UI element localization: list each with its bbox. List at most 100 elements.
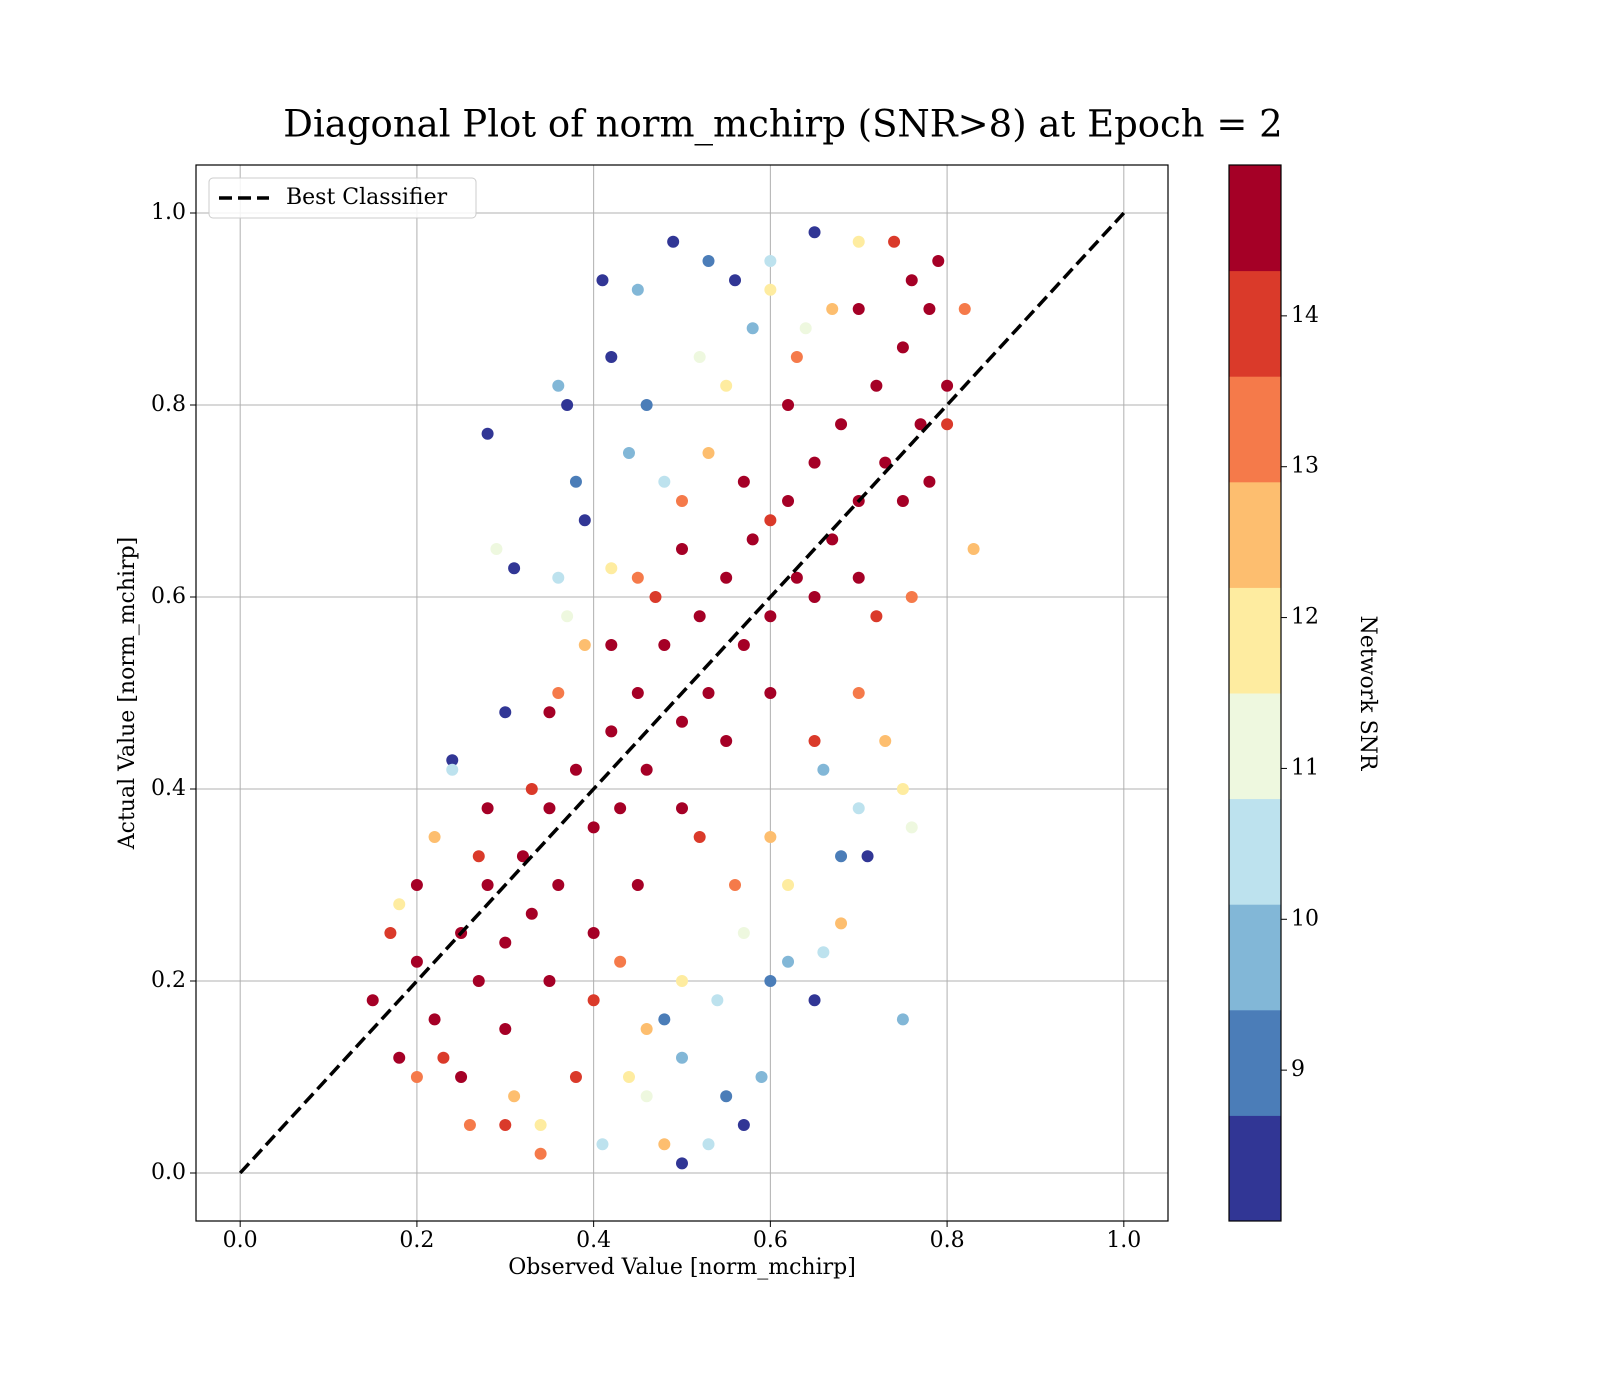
scatter-point <box>499 936 512 949</box>
colorbar-band <box>1229 1009 1281 1116</box>
scatter-point <box>914 418 927 431</box>
scatter-point <box>587 821 600 834</box>
scatter-point <box>481 879 494 891</box>
scatter-point <box>720 379 733 392</box>
scatter-point <box>702 447 715 459</box>
y-tick-label: 1.0 <box>151 200 186 225</box>
scatter-point <box>614 802 627 815</box>
x-tick-label: 0.8 <box>930 1228 965 1253</box>
scatter-point <box>508 562 521 575</box>
scatter-point <box>428 831 441 843</box>
scatter-point <box>596 1138 609 1151</box>
scatter-point <box>888 235 901 248</box>
scatter-point <box>605 562 618 575</box>
scatter-point <box>835 418 848 431</box>
scatter-point <box>790 571 803 584</box>
scatter-point <box>410 1071 423 1083</box>
colorbar-frame <box>1228 164 1282 1222</box>
scatter-point <box>543 975 556 987</box>
colorbar-band <box>1229 587 1281 694</box>
scatter-point <box>552 879 565 891</box>
scatter-point <box>896 341 909 354</box>
y-tick-label: 0.2 <box>151 968 186 993</box>
scatter-point <box>702 687 715 699</box>
colorbar-band <box>1229 693 1281 800</box>
scatter-point <box>658 639 671 651</box>
scatter-point <box>896 495 909 507</box>
y-tick-label: 0.0 <box>151 1160 186 1185</box>
scatter-point <box>808 591 821 603</box>
scatter-point <box>808 226 821 239</box>
scatter-point <box>587 927 600 939</box>
scatter-point <box>428 1013 441 1026</box>
scatter-point <box>596 274 609 287</box>
scatter-point <box>481 802 494 815</box>
scatter-point <box>649 591 662 603</box>
scatter-point <box>534 1147 547 1160</box>
scatter-point <box>463 1119 476 1131</box>
scatter-point <box>552 571 565 584</box>
scatter-point <box>905 591 918 603</box>
colorbar-band <box>1229 798 1281 905</box>
scatter-point <box>764 975 777 987</box>
scatter-point <box>658 1013 671 1026</box>
scatter-point <box>764 255 777 267</box>
scatter-point <box>852 687 865 699</box>
colorbar-band <box>1229 165 1281 272</box>
scatter-point <box>896 783 909 795</box>
scatter-point <box>366 994 379 1007</box>
scatter-point <box>569 1071 582 1083</box>
scatter-point <box>702 1138 715 1151</box>
colorbar-tick-label: 13 <box>1291 454 1319 479</box>
scatter-point <box>790 351 803 363</box>
scatter-point <box>817 946 830 959</box>
scatter-point <box>782 879 795 891</box>
scatter-point <box>808 735 821 747</box>
scatter-point <box>446 754 459 767</box>
scatter-point <box>614 955 627 968</box>
scatter-point <box>746 322 759 335</box>
scatter-point <box>720 1090 733 1103</box>
scatter-point <box>782 399 795 411</box>
scatter-point <box>764 831 777 843</box>
scatter-point <box>861 850 874 863</box>
scatter-point <box>393 1051 406 1064</box>
scatter-point <box>826 533 839 546</box>
scatter-point <box>782 955 795 968</box>
scatter-point <box>490 543 503 555</box>
scatter-point <box>525 783 538 795</box>
scatter-point <box>676 715 688 728</box>
scatter-point <box>481 427 494 440</box>
scatter-point <box>446 763 459 776</box>
scatter-point <box>932 255 945 267</box>
scatter-point <box>764 514 777 527</box>
scatter-point <box>870 379 883 392</box>
scatter-point <box>737 639 750 651</box>
scatter-point <box>729 879 742 891</box>
scatter-point <box>640 399 653 411</box>
plot-frame <box>195 164 1169 1222</box>
scatter-point <box>676 495 688 507</box>
colorbar-tick-label: 11 <box>1291 755 1319 780</box>
scatter-point <box>923 475 936 488</box>
scatter-point <box>455 1071 468 1083</box>
scatter-point <box>631 879 644 891</box>
scatter-point <box>631 571 644 584</box>
legend-box <box>208 177 477 219</box>
scatter-point <box>676 1157 688 1170</box>
scatter-point <box>587 994 600 1007</box>
scatter-point <box>737 475 750 488</box>
scatter-point <box>852 235 865 248</box>
scatter-point <box>543 802 556 815</box>
scatter-point <box>905 274 918 287</box>
scatter-point <box>525 907 538 920</box>
scatter-point <box>852 802 865 815</box>
scatter-point <box>826 303 839 315</box>
scatter-point <box>896 1013 909 1026</box>
legend-label: Best Classifier <box>286 185 448 210</box>
scatter-point <box>640 763 653 776</box>
x-axis-label: Observed Value [norm_mchirp] <box>508 1255 856 1280</box>
colorbar-tick-label: 14 <box>1291 303 1319 328</box>
scatter-point <box>958 303 971 315</box>
scatter-point <box>605 639 618 651</box>
